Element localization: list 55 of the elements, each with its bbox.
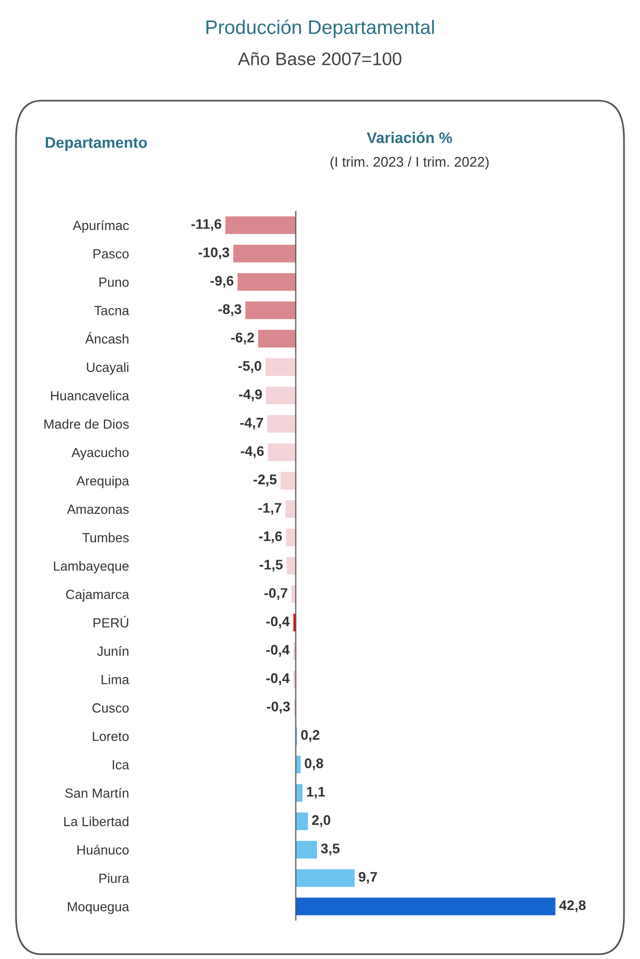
data-label: -5,0 [238, 361, 262, 373]
data-label: -0,4 [266, 616, 290, 628]
y-tick-label: Tumbes [82, 532, 129, 542]
x-axis-title: Variación % [366, 132, 452, 144]
y-tick-label: Pasco [94, 249, 129, 258]
y-tick-label: Moquegua [68, 902, 130, 914]
data-label: 3,5 [320, 844, 340, 856]
data-label: -4,6 [240, 446, 264, 458]
data-label: 1,1 [306, 786, 325, 799]
data-label: -0,7 [264, 588, 288, 600]
y-axis-title: Departamento [46, 137, 147, 151]
y-tick-label: Tacna [94, 306, 130, 316]
y-tick-label: La Libertad [64, 816, 128, 826]
y-tick-label: Huánuco [77, 844, 129, 855]
y-tick-label: Puno [99, 278, 129, 287]
data-label: -4,9 [239, 389, 262, 402]
data-label: -8,3 [218, 304, 242, 316]
data-label: -1,5 [260, 560, 283, 572]
data-label: -11,6 [191, 219, 222, 231]
data-label: -2,5 [254, 474, 277, 486]
y-tick-label: Amazonas [66, 504, 129, 514]
y-tick-label: Ayacucho [72, 447, 129, 460]
data-label: -0,3 [266, 702, 290, 714]
data-label: 0,8 [304, 758, 324, 770]
data-label: -0,4 [266, 644, 290, 657]
y-tick-label: Lima [102, 674, 130, 684]
text: (I trim. 2023 / I trim. 2022) [330, 156, 489, 170]
data-label: -6,2 [231, 332, 254, 344]
y-tick-label: Áncash [85, 332, 128, 344]
data-label: -1,7 [258, 503, 282, 515]
y-tick-label: Junín [97, 646, 128, 656]
y-tick-label: Ica [112, 760, 130, 770]
y-tick-label: Ucayali [86, 362, 128, 375]
data-label: -9,6 [210, 276, 234, 288]
chart-subtitle: Año Base 2007=100 [238, 52, 402, 66]
y-tick-label: Piura [99, 873, 130, 883]
y-tick-label: Madre de Dios [44, 419, 129, 429]
data-label: -4,7 [240, 418, 264, 430]
data-label: 2,0 [312, 815, 330, 828]
y-tick-label: Arequipa [76, 476, 130, 488]
chart-title: Producción Departamental [206, 20, 434, 38]
y-tick-label: Cusco [92, 703, 129, 713]
data-label: 9,7 [358, 872, 377, 884]
data-label: -1,6 [259, 531, 282, 544]
data-label: -0,4 [266, 673, 290, 686]
y-tick-label: Cajamarca [66, 589, 130, 602]
y-tick-label: Huancavelica [51, 390, 130, 400]
y-tick-label: PERÚ [94, 616, 128, 628]
y-tick-label: Apurímac [72, 220, 129, 233]
data-label: -10,3 [198, 247, 230, 260]
data-label: 0,2 [301, 730, 320, 742]
y-tick-label: Loreto [92, 732, 129, 742]
data-label: 42,8 [559, 900, 586, 912]
y-tick-label: Lambayeque [54, 561, 129, 574]
y-tick-label: San Martín [65, 788, 128, 798]
